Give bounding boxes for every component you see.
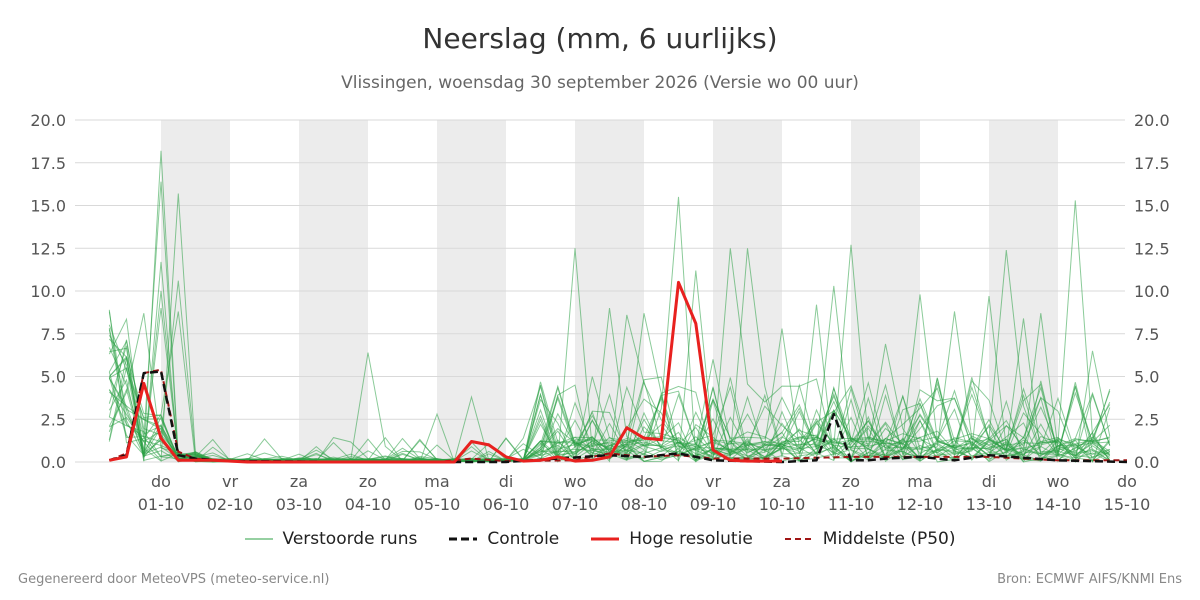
- x-tick-day: do: [1117, 472, 1137, 491]
- y-tick-label-left: 7.5: [41, 325, 66, 344]
- chart-title: Neerslag (mm, 6 uurlijks): [422, 22, 778, 55]
- y-tick-label-left: 17.5: [30, 154, 66, 173]
- x-tick-date: 09-10: [690, 495, 737, 514]
- chart-subtitle: Vlissingen, woensdag 30 september 2026 (…: [341, 73, 859, 93]
- y-tick-label-right: 12.5: [1134, 239, 1170, 258]
- series-line-controle: [108, 370, 1128, 464]
- legend-label-p50: Middelste (P50): [822, 529, 956, 549]
- x-tick-day: za: [290, 472, 308, 491]
- legend-item-hoge-resolutie: Hoge resolutie: [591, 529, 753, 549]
- legend-swatch-hoge-resolutie: [591, 537, 620, 541]
- y-tick-label-right: 7.5: [1134, 325, 1159, 344]
- x-tick-date: 10-10: [759, 495, 806, 514]
- x-tick-date: 05-10: [414, 495, 461, 514]
- x-tick-day: wo: [1047, 472, 1070, 491]
- x-tick-day: vr: [222, 472, 238, 491]
- y-tick-label-right: 10.0: [1134, 282, 1170, 301]
- y-tick-label-right: 2.5: [1134, 410, 1159, 429]
- x-tick-day: za: [773, 472, 791, 491]
- x-tick-day: di: [982, 472, 997, 491]
- y-tick-label-right: 0.0: [1134, 453, 1159, 472]
- y-tick-label-right: 17.5: [1134, 154, 1170, 173]
- legend-swatch-p50: [784, 538, 813, 540]
- x-tick-date: 08-10: [621, 495, 668, 514]
- x-tick-day: do: [634, 472, 654, 491]
- x-tick-day: di: [499, 472, 514, 491]
- x-tick-date: 13-10: [966, 495, 1013, 514]
- y-tick-label-right: 5.0: [1134, 368, 1159, 387]
- footer-generator: Gegenereerd door MeteoVPS (meteo-service…: [18, 572, 330, 587]
- x-tick-date: 03-10: [276, 495, 323, 514]
- legend-label-controle: Controle: [487, 529, 560, 549]
- y-tick-label-left: 20.0: [30, 111, 66, 130]
- y-tick-label-left: 0.0: [41, 453, 66, 472]
- x-tick-day: vr: [705, 472, 721, 491]
- x-tick-date: 15-10: [1104, 495, 1151, 514]
- x-tick-day: ma: [424, 472, 449, 491]
- x-tick-day: ma: [907, 472, 932, 491]
- ensemble-run-line: [108, 294, 1111, 463]
- x-tick-date: 12-10: [897, 495, 944, 514]
- x-tick-date: 02-10: [207, 495, 254, 514]
- x-tick-date: 11-10: [828, 495, 875, 514]
- legend-item-p50: Middelste (P50): [784, 529, 956, 549]
- legend-swatch-ensemble: [244, 538, 273, 540]
- series-line-hoge-resolutie: [109, 280, 782, 464]
- x-tick-date: 01-10: [138, 495, 185, 514]
- footer-source: Bron: ECMWF AIFS/KNMI Ens: [997, 572, 1182, 587]
- x-tick-date: 07-10: [552, 495, 599, 514]
- y-tick-label-left: 12.5: [30, 239, 66, 258]
- x-tick-date: 04-10: [345, 495, 392, 514]
- legend-label-hoge-resolutie: Hoge resolutie: [629, 529, 753, 549]
- chart-legend: Verstoorde runs Controle Hoge resolutie …: [0, 529, 1200, 549]
- ensemble-run-line: [108, 296, 1111, 463]
- y-tick-label-left: 5.0: [41, 368, 66, 387]
- y-tick-label-left: 10.0: [30, 282, 66, 301]
- legend-item-controle: Controle: [449, 529, 559, 549]
- x-tick-day: wo: [564, 472, 587, 491]
- y-tick-label-right: 20.0: [1134, 111, 1170, 130]
- y-tick-label-left: 2.5: [41, 410, 66, 429]
- y-tick-label-right: 15.0: [1134, 197, 1170, 216]
- x-tick-date: 06-10: [483, 495, 530, 514]
- legend-label-ensemble: Verstoorde runs: [282, 529, 418, 549]
- x-tick-day: do: [151, 472, 171, 491]
- legend-item-ensemble: Verstoorde runs: [244, 529, 418, 549]
- x-tick-date: 14-10: [1035, 495, 1082, 514]
- x-tick-day: zo: [842, 472, 860, 491]
- x-tick-day: zo: [359, 472, 377, 491]
- legend-swatch-controle: [449, 537, 478, 541]
- y-tick-label-left: 15.0: [30, 197, 66, 216]
